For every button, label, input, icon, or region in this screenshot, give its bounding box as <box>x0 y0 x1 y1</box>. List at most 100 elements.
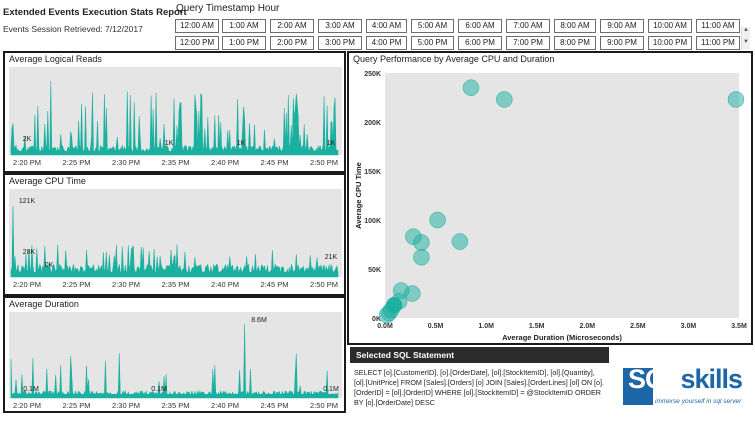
data-label: 0.1M <box>323 386 339 393</box>
logical-reads-panel: Average Logical Reads 2:20 PM 2:25 PM 2:30… <box>3 51 346 173</box>
cpu-duration-scatter[interactable]: 0K 50K 100K 150K 200K 250K 0.0M 0.5M 1.0M 1.5M 2.0… <box>349 53 751 343</box>
hour-button-3-00-am[interactable]: 3:00 AM <box>318 19 362 33</box>
scatter-point[interactable] <box>727 91 745 108</box>
sql-statement-header: Selected SQL Statement <box>350 347 609 363</box>
data-label: 0.1M <box>151 386 167 393</box>
x-tick-label: 2:45 PM <box>261 158 289 167</box>
y-tick-label: 0K <box>372 316 381 323</box>
duration-chart[interactable]: 2:20 PM 2:25 PM 2:30 PM 2:35 PM 2:40 PM 2:45 … <box>9 312 342 412</box>
scatter-point[interactable] <box>404 285 421 302</box>
x-tick-label: 2:40 PM <box>211 280 239 289</box>
hour-button-8-00-am[interactable]: 8:00 AM <box>554 19 596 33</box>
logo-text: SQLskills <box>628 364 743 394</box>
x-tick-label: 1.0M <box>478 323 494 330</box>
x-tick-label: 2:20 PM <box>13 401 41 410</box>
x-tick-label: 2:45 PM <box>261 401 289 410</box>
y-tick-label: 50K <box>368 267 381 274</box>
hour-button-5-00-am[interactable]: 5:00 AM <box>411 19 454 33</box>
hour-button-1-00-am[interactable]: 1:00 AM <box>222 19 266 33</box>
hour-button-9-00-am[interactable]: 9:00 AM <box>600 19 644 33</box>
scatter-point[interactable] <box>429 211 446 229</box>
y-tick-label: 100K <box>364 218 381 225</box>
slicer-scrollbar[interactable]: ▲ ▼ <box>741 27 750 49</box>
hour-button-12-00-am[interactable]: 12:00 AM <box>175 19 219 33</box>
x-tick-label: 2:35 PM <box>162 401 190 410</box>
y-tick-label: 200K <box>364 120 381 127</box>
hour-button-11-00-am[interactable]: 11:00 AM <box>696 19 740 33</box>
x-tick-label: 2:50 PM <box>310 280 338 289</box>
hour-button-10-00-am[interactable]: 10:00 AM <box>648 19 692 33</box>
series-area[interactable] <box>10 80 339 156</box>
scroll-down-icon[interactable]: ▼ <box>743 39 749 45</box>
hour-button-4-00-am[interactable]: 4:00 AM <box>366 19 407 33</box>
hour-button-7-00-am[interactable]: 7:00 AM <box>506 19 550 33</box>
scatter-point[interactable] <box>413 234 430 251</box>
hour-button-11-00-pm[interactable]: 11:00 PM <box>696 36 740 50</box>
x-tick-label: 2:35 PM <box>162 280 190 289</box>
hour-button-4-00-pm[interactable]: 4:00 PM <box>366 36 407 50</box>
x-tick-label: 2:45 PM <box>261 280 289 289</box>
logo-box <box>623 368 653 405</box>
data-label: 1K <box>165 140 174 147</box>
panel-title: Average Duration <box>9 299 79 309</box>
hour-button-1-00-pm[interactable]: 1:00 PM <box>222 36 266 50</box>
hour-button-5-00-pm[interactable]: 5:00 PM <box>411 36 454 50</box>
x-tick-label: 3.0M <box>681 323 697 330</box>
panel-title: Average Logical Reads <box>9 54 102 64</box>
hour-button-12-00-pm[interactable]: 12:00 PM <box>175 36 219 50</box>
x-tick-label: 2.5M <box>630 323 646 330</box>
cpu-time-chart[interactable]: 2:20 PM 2:25 PM 2:30 PM 2:35 PM 2:40 PM 2:45 … <box>9 189 342 293</box>
x-axis-title: Average Duration (Microseconds) <box>502 333 622 342</box>
slicer-title: Query Timestamp Hour <box>176 3 280 14</box>
duration-panel: Average Duration 2:20 PM 2:25 PM 2:30 PM 2:… <box>3 296 346 413</box>
panel-title: Average CPU Time <box>9 176 86 186</box>
y-axis-title: Average CPU Time <box>354 162 363 229</box>
sql-statement-text: SELECT [o].[CustomerID], [o].[OrderDate]… <box>354 368 605 407</box>
data-label: 2K <box>23 136 32 143</box>
x-tick-label: 2:50 PM <box>310 401 338 410</box>
series-area[interactable] <box>10 323 339 399</box>
scatter-plot-area <box>385 73 739 318</box>
hour-button-6-00-pm[interactable]: 6:00 PM <box>458 36 502 50</box>
scatter-panel: Query Performance by Average CPU and Dur… <box>347 51 753 345</box>
data-label: 1K <box>237 140 246 147</box>
data-label: 121K <box>19 198 36 205</box>
x-tick-label: 0.0M <box>377 323 393 330</box>
hour-button-2-00-am[interactable]: 2:00 AM <box>270 19 314 33</box>
report-title: Extended Events Execution Stats Report <box>3 7 187 18</box>
hour-button-2-00-pm[interactable]: 2:00 PM <box>270 36 314 50</box>
x-tick-label: 2:30 PM <box>112 280 140 289</box>
x-tick-label: 2:20 PM <box>13 158 41 167</box>
series-baseline-band <box>11 272 338 277</box>
scatter-point[interactable] <box>451 233 469 250</box>
hour-button-7-00-pm[interactable]: 7:00 PM <box>506 36 550 50</box>
plot-area <box>9 312 342 398</box>
data-label: 0K <box>45 262 54 269</box>
x-tick-label: 2:30 PM <box>112 401 140 410</box>
hour-button-3-00-pm[interactable]: 3:00 PM <box>318 36 362 50</box>
scatter-point[interactable] <box>496 91 513 108</box>
scatter-point[interactable] <box>462 79 480 96</box>
logical-reads-chart[interactable]: 2:20 PM 2:25 PM 2:30 PM 2:35 PM 2:40 PM 2:45 … <box>9 67 342 171</box>
scroll-up-icon[interactable]: ▲ <box>743 27 749 33</box>
hour-button-10-00-pm[interactable]: 10:00 PM <box>648 36 692 50</box>
scatter-point[interactable] <box>413 248 430 266</box>
series-baseline-band <box>11 151 338 155</box>
session-retrieved-date: Events Session Retrieved: 7/12/2017 <box>3 24 143 34</box>
series-area[interactable] <box>10 205 339 278</box>
scatter-point[interactable] <box>378 306 396 324</box>
x-tick-label: 2:35 PM <box>162 158 190 167</box>
x-tick-label: 2:40 PM <box>211 158 239 167</box>
data-label: 1K <box>327 140 336 147</box>
hour-button-9-00-pm[interactable]: 9:00 PM <box>600 36 644 50</box>
data-label: 28K <box>23 249 36 256</box>
x-tick-label: 2:50 PM <box>310 158 338 167</box>
x-tick-label: 3.5M <box>731 323 747 330</box>
y-tick-label: 150K <box>364 169 381 176</box>
data-label: 0.1M <box>23 386 39 393</box>
data-label: 8.6M <box>251 317 267 324</box>
x-tick-label: 2:25 PM <box>63 280 91 289</box>
hour-button-8-00-pm[interactable]: 8:00 PM <box>554 36 596 50</box>
series-baseline-band <box>11 394 338 398</box>
hour-button-6-00-am[interactable]: 6:00 AM <box>458 19 502 33</box>
